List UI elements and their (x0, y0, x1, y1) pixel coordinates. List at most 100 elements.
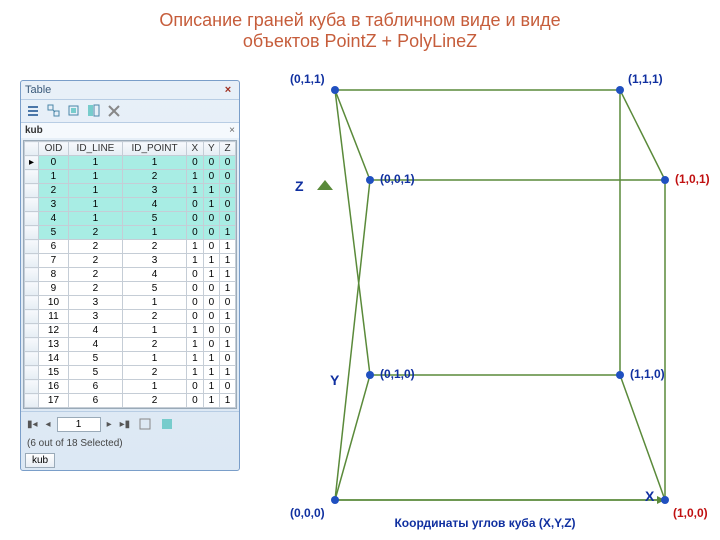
row-selector[interactable] (25, 380, 39, 394)
cell[interactable]: 1 (220, 226, 236, 240)
table-row[interactable]: 723111 (25, 254, 236, 268)
table-row[interactable]: 1132001 (25, 310, 236, 324)
cell[interactable]: 5 (68, 352, 122, 366)
row-selector[interactable]: ▸ (25, 156, 39, 170)
cell[interactable]: 1 (220, 394, 236, 408)
select-by-attr-icon[interactable] (65, 102, 83, 120)
cell[interactable]: 1 (203, 394, 220, 408)
row-selector[interactable] (25, 268, 39, 282)
cell[interactable]: 0 (187, 282, 204, 296)
cell[interactable]: 1 (220, 268, 236, 282)
switch-selection-icon[interactable] (85, 102, 103, 120)
cell[interactable]: 0 (203, 170, 220, 184)
cell[interactable]: 1 (187, 352, 204, 366)
cell[interactable]: 1 (187, 324, 204, 338)
cell[interactable]: 1 (220, 254, 236, 268)
cell[interactable]: 6 (39, 240, 69, 254)
table-row[interactable]: ▸011000 (25, 156, 236, 170)
cell[interactable]: 0 (220, 352, 236, 366)
cell[interactable]: 2 (39, 184, 69, 198)
cell[interactable]: 1 (187, 170, 204, 184)
cell[interactable]: 9 (39, 282, 69, 296)
row-selector[interactable] (25, 240, 39, 254)
cell[interactable]: 2 (68, 282, 122, 296)
cell[interactable]: 1 (68, 156, 122, 170)
cell[interactable]: 3 (122, 254, 186, 268)
cell[interactable]: 2 (68, 240, 122, 254)
cell[interactable]: 0 (203, 240, 220, 254)
cell[interactable]: 0 (187, 268, 204, 282)
cell[interactable]: 1 (187, 240, 204, 254)
table-row[interactable]: 1451110 (25, 352, 236, 366)
clear-selection-icon[interactable] (105, 102, 123, 120)
column-header[interactable]: OID (39, 142, 69, 156)
table-row[interactable]: 213110 (25, 184, 236, 198)
cell[interactable]: 1 (122, 352, 186, 366)
cell[interactable]: 12 (39, 324, 69, 338)
show-selected-icon[interactable] (158, 415, 176, 433)
table-row[interactable]: 112100 (25, 170, 236, 184)
row-selector[interactable] (25, 198, 39, 212)
column-header[interactable]: ID_POINT (122, 142, 186, 156)
cell[interactable]: 0 (220, 380, 236, 394)
layer-tab[interactable]: kub × (21, 122, 239, 138)
cell[interactable]: 0 (39, 156, 69, 170)
cell[interactable]: 0 (203, 338, 220, 352)
cell[interactable]: 2 (122, 170, 186, 184)
cell[interactable]: 2 (122, 338, 186, 352)
cell[interactable]: 0 (203, 324, 220, 338)
cell[interactable]: 1 (203, 198, 220, 212)
cell[interactable]: 0 (203, 226, 220, 240)
bottom-tab-kub[interactable]: kub (25, 453, 55, 468)
cell[interactable]: 0 (220, 184, 236, 198)
cell[interactable]: 10 (39, 296, 69, 310)
row-selector[interactable] (25, 282, 39, 296)
cell[interactable]: 0 (220, 212, 236, 226)
cell[interactable]: 1 (203, 352, 220, 366)
table-row[interactable]: 314010 (25, 198, 236, 212)
cell[interactable]: 1 (220, 240, 236, 254)
cell[interactable]: 0 (187, 226, 204, 240)
cell[interactable]: 1 (122, 324, 186, 338)
cell[interactable]: 0 (187, 198, 204, 212)
cell[interactable]: 0 (187, 212, 204, 226)
data-grid[interactable]: OIDID_LINEID_POINTXYZ▸011000112100213110… (23, 140, 237, 409)
cell[interactable]: 4 (68, 338, 122, 352)
cell[interactable]: 1 (187, 254, 204, 268)
row-selector[interactable] (25, 226, 39, 240)
cell[interactable]: 3 (68, 310, 122, 324)
close-icon[interactable]: × (221, 83, 235, 97)
cell[interactable]: 1 (68, 198, 122, 212)
row-selector[interactable] (25, 254, 39, 268)
table-row[interactable]: 824011 (25, 268, 236, 282)
cell[interactable]: 17 (39, 394, 69, 408)
row-selector[interactable] (25, 324, 39, 338)
cell[interactable]: 1 (68, 184, 122, 198)
cell[interactable]: 2 (122, 310, 186, 324)
row-selector[interactable] (25, 366, 39, 380)
cell[interactable]: 4 (122, 268, 186, 282)
cell[interactable]: 0 (203, 282, 220, 296)
cell[interactable]: 0 (187, 310, 204, 324)
cell[interactable]: 0 (187, 156, 204, 170)
menu-icon[interactable] (25, 102, 43, 120)
cell[interactable]: 0 (203, 212, 220, 226)
first-record-icon[interactable]: ▮◂ (25, 419, 40, 430)
row-selector[interactable] (25, 170, 39, 184)
cell[interactable]: 5 (122, 282, 186, 296)
cell[interactable]: 5 (122, 212, 186, 226)
cell[interactable]: 0 (203, 156, 220, 170)
cell[interactable]: 1 (122, 156, 186, 170)
cell[interactable]: 1 (220, 366, 236, 380)
row-selector[interactable] (25, 352, 39, 366)
row-selector[interactable] (25, 338, 39, 352)
cell[interactable]: 1 (187, 184, 204, 198)
cell[interactable]: 2 (68, 268, 122, 282)
cell[interactable]: 5 (39, 226, 69, 240)
cell[interactable]: 0 (203, 310, 220, 324)
cell[interactable]: 1 (122, 226, 186, 240)
column-header[interactable]: Z (220, 142, 236, 156)
cell[interactable]: 5 (68, 366, 122, 380)
table-row[interactable]: 1342101 (25, 338, 236, 352)
table-row[interactable]: 1241100 (25, 324, 236, 338)
